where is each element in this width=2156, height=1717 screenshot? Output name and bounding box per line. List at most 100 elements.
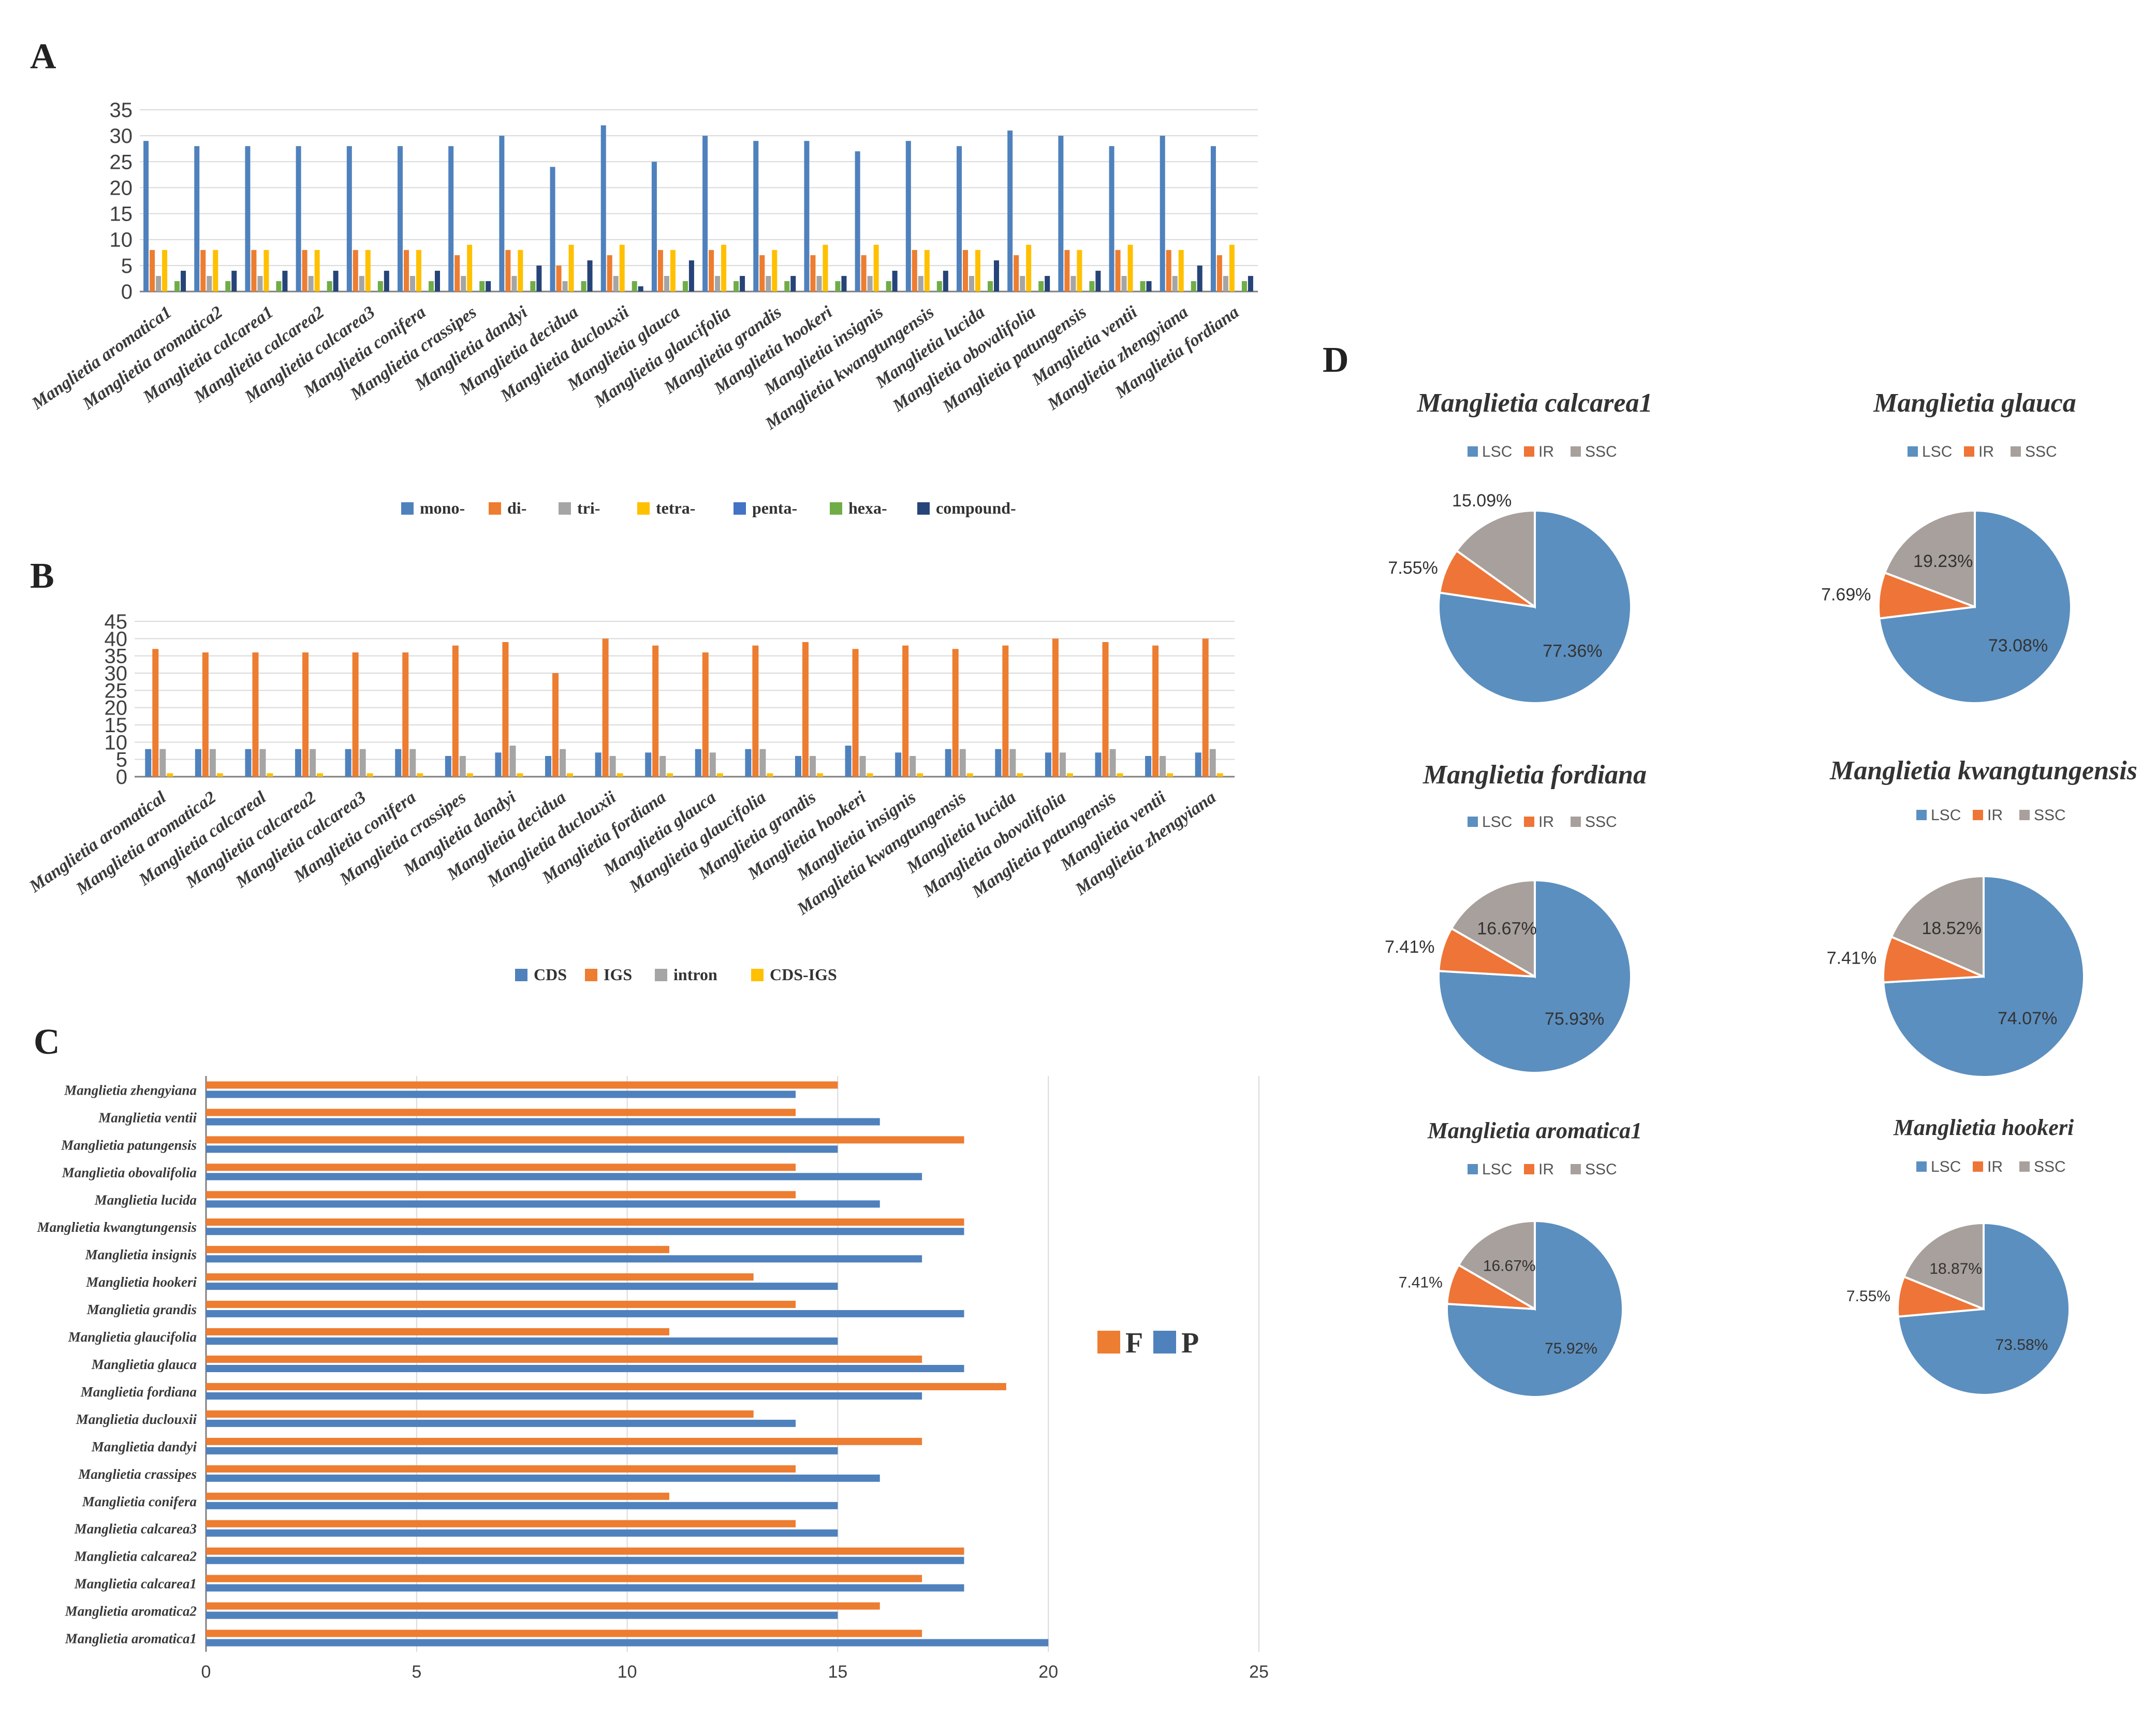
- bar-cds-16: [945, 749, 951, 777]
- bar-hexa-3: [327, 281, 332, 292]
- bar-igs-3: [302, 652, 309, 777]
- bar-tetra-2: [263, 250, 269, 292]
- bar-hexa-4: [377, 281, 383, 292]
- pie-title: Manglietia hookeri: [1893, 1115, 2074, 1140]
- bar-cds-14: [845, 746, 852, 777]
- bar-cds-13: [795, 756, 801, 777]
- x-tick-label: 25: [1249, 1662, 1269, 1682]
- bar-p-18: [206, 1584, 964, 1592]
- bar-p-1: [206, 1118, 880, 1126]
- pie-manglietia-glauca: Manglietia glauca LSC IR SSC 73.08% 7.69% 19.2…: [1821, 388, 2076, 704]
- bar-igs-13: [802, 642, 809, 777]
- bar-igs-21: [1202, 638, 1209, 777]
- bar-cds-igs-0: [167, 773, 173, 777]
- legend-swatch-ssc: [1571, 446, 1581, 457]
- panel-c-chart: 0 5 10 15 20 25 Manglietia zhengyiana Manglieti…: [37, 1076, 1269, 1682]
- bar-tetra-19: [1127, 244, 1133, 292]
- legend-swatch-ir: [1973, 1161, 1983, 1172]
- bar-mono-13: [804, 141, 810, 292]
- bar-f-4: [206, 1191, 796, 1199]
- bar-tri-7: [511, 275, 517, 292]
- bar-f-9: [206, 1328, 669, 1336]
- slice-label-lsc: 75.92%: [1545, 1340, 1597, 1357]
- y-tick-label: 20: [110, 177, 133, 199]
- slice-label-ir: 7.55%: [1846, 1288, 1890, 1305]
- bar-tetra-7: [518, 250, 523, 292]
- bar-di-11: [709, 250, 714, 292]
- legend-label-p: P: [1181, 1327, 1199, 1359]
- bar-cds-igs-2: [267, 773, 273, 777]
- legend-swatch-hexa: [830, 502, 842, 515]
- bar-igs-15: [902, 645, 909, 777]
- bar-igs-9: [602, 638, 609, 777]
- bar-tetra-6: [467, 244, 473, 292]
- y-tick-label: 25: [110, 151, 133, 173]
- bar-intron-6: [459, 756, 466, 777]
- bar-compound-0: [181, 270, 186, 292]
- legend-swatch-ir: [1524, 817, 1534, 827]
- legend-swatch-ssc: [2011, 446, 2021, 457]
- category-label: Manglietia aromatica1: [65, 1631, 197, 1647]
- panel-label-b: B: [30, 556, 54, 596]
- bar-tri-6: [461, 275, 466, 292]
- bar-mono-15: [905, 141, 911, 292]
- slice-label-ssc: 16.67%: [1477, 919, 1536, 939]
- pie-manglietia-hookeri: Manglietia hookeri LSC IR SSC 73.58% 7.55% 18.…: [1846, 1115, 2074, 1396]
- legend-label-ir: IR: [1987, 807, 2003, 824]
- y-tick-label: 40: [105, 628, 128, 650]
- bar-compound-10: [688, 260, 694, 292]
- category-label: Manglietia dandyi: [91, 1439, 197, 1454]
- legend-swatch-ssc: [2019, 1161, 2030, 1172]
- bar-p-7: [206, 1283, 838, 1290]
- bar-compound-15: [943, 270, 948, 292]
- bar-tri-15: [918, 275, 923, 292]
- legend-label-cds: CDS: [534, 965, 567, 984]
- bar-hexa-1: [225, 281, 231, 292]
- bar-mono-6: [448, 146, 454, 292]
- bar-di-20: [1166, 250, 1171, 292]
- bar-compound-16: [994, 260, 999, 292]
- bar-p-2: [206, 1145, 838, 1153]
- bar-tetra-16: [975, 250, 980, 292]
- legend-swatch-tetra: [637, 502, 650, 515]
- legend-swatch-ir: [1973, 810, 1983, 820]
- bar-p-17: [206, 1556, 964, 1564]
- bar-igs-12: [752, 645, 759, 777]
- bar-hexa-16: [988, 281, 993, 292]
- legend-swatch-lsc: [1468, 1164, 1478, 1174]
- y-tick-label: 15: [110, 203, 133, 226]
- bar-cds-igs-8: [567, 773, 574, 777]
- bar-cds-0: [145, 749, 152, 777]
- bar-cds-5: [395, 749, 402, 777]
- bar-f-3: [206, 1163, 796, 1171]
- bar-f-6: [206, 1246, 669, 1254]
- bar-f-17: [206, 1547, 964, 1555]
- bar-p-19: [206, 1611, 838, 1619]
- bar-tri-5: [410, 275, 415, 292]
- bar-tri-8: [562, 281, 568, 292]
- x-tick-label: 10: [618, 1662, 637, 1682]
- bar-di-3: [302, 250, 307, 292]
- y-tick-label: 0: [116, 766, 127, 789]
- panel-label-d: D: [1323, 340, 1349, 380]
- bar-cds-igs-18: [1066, 773, 1073, 777]
- bar-mono-12: [753, 141, 759, 292]
- bar-tri-14: [867, 275, 873, 292]
- bar-compound-1: [231, 270, 237, 292]
- bar-di-16: [963, 250, 968, 292]
- bar-p-8: [206, 1310, 964, 1318]
- bar-mono-2: [245, 146, 251, 292]
- y-tick-label: 30: [110, 125, 133, 148]
- legend-swatch-ssc: [1571, 1164, 1581, 1174]
- bar-igs-11: [702, 652, 709, 777]
- legend-label-cds-igs: CDS-IGS: [770, 965, 837, 984]
- bar-tetra-18: [1077, 250, 1082, 292]
- bar-di-9: [607, 255, 612, 292]
- bar-intron-5: [409, 749, 416, 777]
- legend-swatch-cds-igs: [751, 969, 764, 981]
- bar-tri-20: [1172, 275, 1178, 292]
- bar-intron-7: [509, 746, 516, 777]
- bar-mono-17: [1007, 130, 1013, 292]
- bar-cds-igs-5: [417, 773, 423, 777]
